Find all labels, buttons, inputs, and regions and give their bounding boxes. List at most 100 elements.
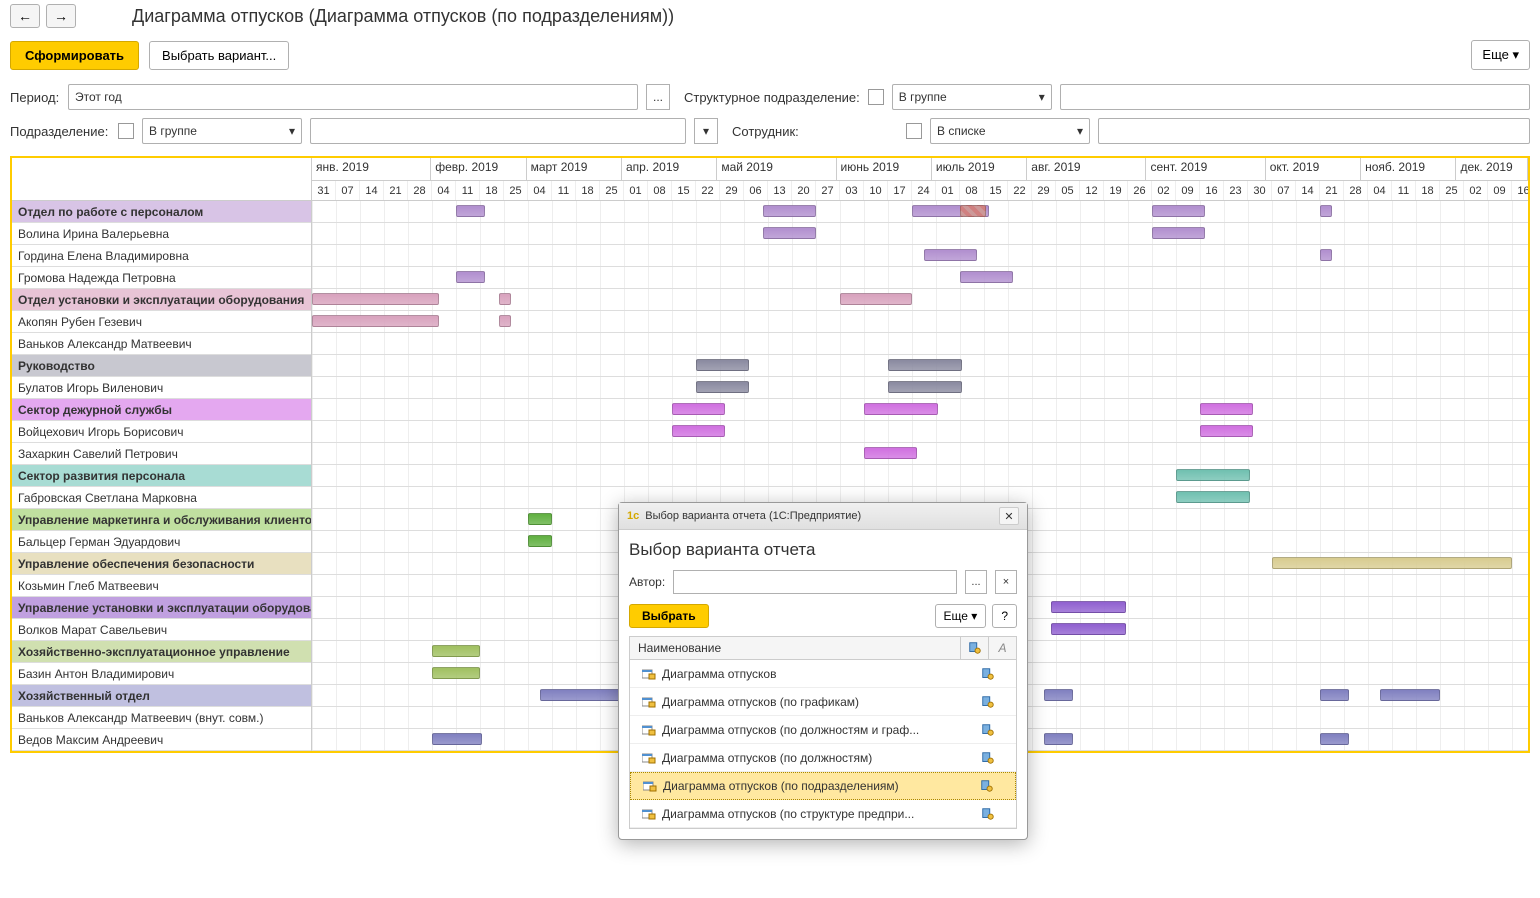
dept-row-label[interactable]: Хозяйственно-эксплуатационное управление	[12, 641, 311, 663]
employee-row-label[interactable]: Габровская Светлана Марковна	[12, 487, 311, 509]
period-input[interactable]: Этот год	[68, 84, 638, 110]
vacation-bar[interactable]	[1176, 469, 1250, 481]
vacation-bar[interactable]	[672, 403, 725, 415]
variant-list-item[interactable]: Диаграмма отпусков (по графикам)	[630, 688, 1016, 716]
vacation-bar[interactable]	[888, 359, 962, 371]
vacation-bar[interactable]	[499, 315, 511, 327]
vacation-bar[interactable]	[924, 249, 977, 261]
employee-row-label[interactable]: Войцехович Игорь Борисович	[12, 421, 311, 443]
struct-unit-input[interactable]	[1060, 84, 1530, 110]
employee-row-label[interactable]: Захаркин Савелий Петрович	[12, 443, 311, 465]
employee-row-label[interactable]: Базин Антон Владимирович	[12, 663, 311, 685]
employee-row-label[interactable]: Козьмин Глеб Матвеевич	[12, 575, 311, 597]
employee-row-label[interactable]: Ваньков Александр Матвеевич	[12, 333, 311, 355]
vacation-bar[interactable]	[696, 359, 749, 371]
struct-unit-checkbox[interactable]	[868, 89, 884, 105]
employee-checkbox[interactable]	[906, 123, 922, 139]
vacation-bar[interactable]	[1320, 249, 1332, 261]
vacation-bar[interactable]	[763, 205, 816, 217]
more-button[interactable]: Еще ▾	[1471, 40, 1530, 70]
dept-row-label[interactable]: Сектор дежурной службы	[12, 399, 311, 421]
employee-input[interactable]	[1098, 118, 1530, 144]
vacation-bar[interactable]	[432, 645, 480, 657]
dept-input[interactable]	[310, 118, 686, 144]
author-picker-button[interactable]: ...	[965, 570, 987, 594]
vacation-bar[interactable]	[1051, 601, 1125, 613]
vacation-bar[interactable]	[1044, 733, 1073, 745]
vacation-bar[interactable]	[1044, 689, 1073, 701]
vacation-bar[interactable]	[1200, 425, 1253, 437]
period-picker-button[interactable]: ...	[646, 84, 670, 110]
variant-list-item[interactable]: Диаграмма отпусков (по структуре предпри…	[630, 800, 1016, 828]
generate-button[interactable]: Сформировать	[10, 41, 139, 70]
vacation-bar[interactable]	[1176, 491, 1250, 503]
dialog-help-button[interactable]: ?	[992, 604, 1017, 628]
vacation-bar[interactable]	[1320, 733, 1349, 745]
vacation-bar[interactable]	[864, 403, 938, 415]
vacation-bar[interactable]	[672, 425, 725, 437]
variant-list-item[interactable]: Диаграмма отпусков (по должностям)	[630, 744, 1016, 772]
dept-row-label[interactable]: Сектор развития персонала	[12, 465, 311, 487]
choose-variant-button[interactable]: Выбрать вариант...	[149, 41, 289, 70]
vacation-bar[interactable]	[312, 293, 439, 305]
variant-list-item[interactable]: Диаграмма отпусков (по должностям и граф…	[630, 716, 1016, 744]
dept-picker-button[interactable]: ▾	[694, 118, 718, 144]
employee-row-label[interactable]: Булатов Игорь Виленович	[12, 377, 311, 399]
employee-row-label[interactable]: Гордина Елена Владимировна	[12, 245, 311, 267]
employee-row-label[interactable]: Ваньков Александр Матвеевич (внут. совм.…	[12, 707, 311, 729]
employee-row-label[interactable]: Ведов Максим Андреевич	[12, 729, 311, 751]
vacation-bar[interactable]	[432, 733, 482, 745]
vacation-bar[interactable]	[1200, 403, 1253, 415]
employee-mode-select[interactable]: В списке▾	[930, 118, 1090, 144]
vacation-bar[interactable]	[499, 293, 511, 305]
vacation-bar[interactable]	[456, 205, 485, 217]
vacation-bar[interactable]	[888, 381, 962, 393]
vacation-bar[interactable]	[1152, 227, 1205, 239]
vacation-bar[interactable]	[1051, 623, 1125, 635]
employee-row-label[interactable]: Акопян Рубен Гезевич	[12, 311, 311, 333]
dept-row-label[interactable]: Отдел установки и эксплуатации оборудова…	[12, 289, 311, 311]
author-input[interactable]	[673, 570, 957, 594]
vacation-bar[interactable]	[1320, 205, 1332, 217]
vacation-bar[interactable]	[528, 535, 552, 547]
employee-row-label[interactable]: Волков Марат Савельевич	[12, 619, 311, 641]
dialog-select-button[interactable]: Выбрать	[629, 604, 709, 628]
vacation-bar[interactable]	[763, 227, 816, 239]
variant-list-item[interactable]: Диаграмма отпусков	[630, 660, 1016, 688]
vacation-bar[interactable]	[960, 205, 986, 217]
dept-row-label[interactable]: Управление установки и эксплуатации обор…	[12, 597, 311, 619]
vacation-bar[interactable]	[696, 381, 749, 393]
vacation-bar[interactable]	[456, 271, 485, 283]
vacation-bar[interactable]	[1380, 689, 1440, 701]
vacation-bar[interactable]	[528, 513, 552, 525]
dept-checkbox[interactable]	[118, 123, 134, 139]
vacation-bar[interactable]	[1272, 557, 1512, 569]
vacation-bar[interactable]	[864, 447, 917, 459]
dept-row-label[interactable]: Управление обеспечения безопасности	[12, 553, 311, 575]
dept-mode-select[interactable]: В группе▾	[142, 118, 302, 144]
nav-back-button[interactable]: ←	[10, 4, 40, 28]
vacation-bar[interactable]	[432, 667, 480, 679]
dialog-close-button[interactable]: ✕	[999, 507, 1019, 525]
vacation-bar[interactable]	[1320, 689, 1349, 701]
dialog-titlebar[interactable]: 1c Выбор варианта отчета (1С:Предприятие…	[619, 503, 1027, 530]
vacation-bar[interactable]	[840, 293, 912, 305]
vacation-bar[interactable]	[1152, 205, 1205, 217]
variant-list-item[interactable]: Диаграмма отпусков (по подразделениям)	[630, 772, 1016, 800]
dept-row-label[interactable]: Управление маркетинга и обслуживания кли…	[12, 509, 311, 531]
employee-row-label[interactable]: Громова Надежда Петровна	[12, 267, 311, 289]
dialog-more-button[interactable]: Еще ▾	[935, 604, 987, 628]
nav-forward-button[interactable]: →	[46, 4, 76, 28]
list-col-icon1[interactable]	[960, 637, 988, 659]
list-col-icon2[interactable]: А	[988, 637, 1016, 659]
vacation-bar[interactable]	[312, 315, 439, 327]
author-clear-button[interactable]: ×	[995, 570, 1017, 594]
list-col-name[interactable]: Наименование	[630, 637, 960, 659]
struct-unit-mode-select[interactable]: В группе▾	[892, 84, 1052, 110]
vacation-bar[interactable]	[960, 271, 1013, 283]
employee-row-label[interactable]: Волина Ирина Валерьевна	[12, 223, 311, 245]
dept-row-label[interactable]: Отдел по работе с персоналом	[12, 201, 311, 223]
employee-row-label[interactable]: Бальцер Герман Эдуардович	[12, 531, 311, 553]
dept-row-label[interactable]: Руководство	[12, 355, 311, 377]
dept-row-label[interactable]: Хозяйственный отдел	[12, 685, 311, 707]
